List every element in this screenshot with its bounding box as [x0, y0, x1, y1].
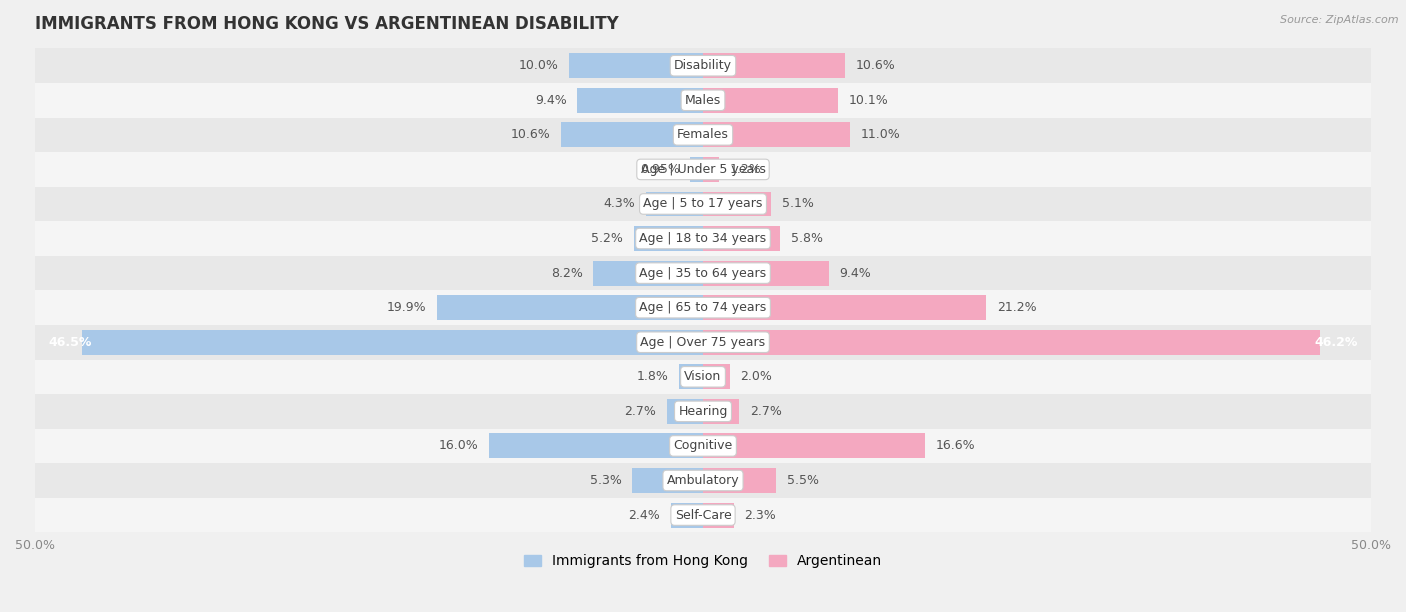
- Text: 2.4%: 2.4%: [628, 509, 661, 521]
- Text: 46.2%: 46.2%: [1315, 336, 1358, 349]
- Bar: [35, 256, 1371, 290]
- Bar: [437, 295, 703, 320]
- Bar: [35, 428, 1371, 463]
- Bar: [703, 364, 730, 389]
- Bar: [35, 359, 1371, 394]
- Text: IMMIGRANTS FROM HONG KONG VS ARGENTINEAN DISABILITY: IMMIGRANTS FROM HONG KONG VS ARGENTINEAN…: [35, 15, 619, 33]
- Text: 10.6%: 10.6%: [855, 59, 896, 72]
- Bar: [578, 88, 703, 113]
- Text: 9.4%: 9.4%: [839, 267, 872, 280]
- Text: Age | 18 to 34 years: Age | 18 to 34 years: [640, 232, 766, 245]
- Text: 19.9%: 19.9%: [387, 301, 426, 314]
- Text: Self-Care: Self-Care: [675, 509, 731, 521]
- Bar: [35, 463, 1371, 498]
- Text: Age | Over 75 years: Age | Over 75 years: [641, 336, 765, 349]
- Bar: [703, 502, 734, 528]
- Text: 1.8%: 1.8%: [637, 370, 668, 383]
- Text: Ambulatory: Ambulatory: [666, 474, 740, 487]
- Bar: [634, 226, 703, 251]
- Bar: [569, 53, 703, 78]
- Bar: [645, 192, 703, 217]
- Bar: [35, 290, 1371, 325]
- Bar: [703, 226, 780, 251]
- Bar: [671, 502, 703, 528]
- Text: 16.0%: 16.0%: [439, 439, 478, 452]
- Text: Males: Males: [685, 94, 721, 106]
- Bar: [489, 433, 703, 458]
- Bar: [703, 157, 718, 182]
- Text: Cognitive: Cognitive: [673, 439, 733, 452]
- Text: 10.0%: 10.0%: [519, 59, 558, 72]
- Bar: [703, 122, 851, 147]
- Bar: [666, 399, 703, 424]
- Bar: [703, 261, 828, 286]
- Text: Hearing: Hearing: [678, 405, 728, 418]
- Text: Age | 65 to 74 years: Age | 65 to 74 years: [640, 301, 766, 314]
- Bar: [35, 187, 1371, 222]
- Text: 5.5%: 5.5%: [787, 474, 820, 487]
- Text: 10.6%: 10.6%: [510, 129, 551, 141]
- Text: 2.7%: 2.7%: [749, 405, 782, 418]
- Bar: [35, 118, 1371, 152]
- Text: 11.0%: 11.0%: [860, 129, 900, 141]
- Text: 5.8%: 5.8%: [792, 232, 823, 245]
- Text: Vision: Vision: [685, 370, 721, 383]
- Bar: [703, 192, 770, 217]
- Text: 10.1%: 10.1%: [849, 94, 889, 106]
- Text: 2.7%: 2.7%: [624, 405, 657, 418]
- Text: Females: Females: [678, 129, 728, 141]
- Text: 46.5%: 46.5%: [48, 336, 91, 349]
- Bar: [633, 468, 703, 493]
- Text: 16.6%: 16.6%: [935, 439, 976, 452]
- Bar: [35, 394, 1371, 428]
- Text: Age | 5 to 17 years: Age | 5 to 17 years: [644, 198, 762, 211]
- Bar: [703, 330, 1320, 355]
- Text: 9.4%: 9.4%: [534, 94, 567, 106]
- Text: Source: ZipAtlas.com: Source: ZipAtlas.com: [1281, 15, 1399, 25]
- Bar: [703, 399, 740, 424]
- Bar: [35, 48, 1371, 83]
- Bar: [35, 83, 1371, 118]
- Text: 8.2%: 8.2%: [551, 267, 582, 280]
- Bar: [703, 433, 925, 458]
- Bar: [679, 364, 703, 389]
- Legend: Immigrants from Hong Kong, Argentinean: Immigrants from Hong Kong, Argentinean: [519, 549, 887, 574]
- Text: 4.3%: 4.3%: [603, 198, 636, 211]
- Bar: [35, 498, 1371, 532]
- Text: Disability: Disability: [673, 59, 733, 72]
- Text: 21.2%: 21.2%: [997, 301, 1036, 314]
- Text: 1.2%: 1.2%: [730, 163, 762, 176]
- Text: Age | 35 to 64 years: Age | 35 to 64 years: [640, 267, 766, 280]
- Text: 2.0%: 2.0%: [741, 370, 772, 383]
- Bar: [703, 295, 986, 320]
- Text: 5.3%: 5.3%: [589, 474, 621, 487]
- Bar: [35, 152, 1371, 187]
- Bar: [703, 88, 838, 113]
- Text: 5.1%: 5.1%: [782, 198, 814, 211]
- Bar: [703, 53, 845, 78]
- Bar: [35, 222, 1371, 256]
- Bar: [35, 325, 1371, 359]
- Bar: [703, 468, 776, 493]
- Text: 0.95%: 0.95%: [640, 163, 679, 176]
- Bar: [82, 330, 703, 355]
- Text: Age | Under 5 years: Age | Under 5 years: [641, 163, 765, 176]
- Text: 5.2%: 5.2%: [591, 232, 623, 245]
- Bar: [593, 261, 703, 286]
- Bar: [561, 122, 703, 147]
- Bar: [690, 157, 703, 182]
- Text: 2.3%: 2.3%: [744, 509, 776, 521]
